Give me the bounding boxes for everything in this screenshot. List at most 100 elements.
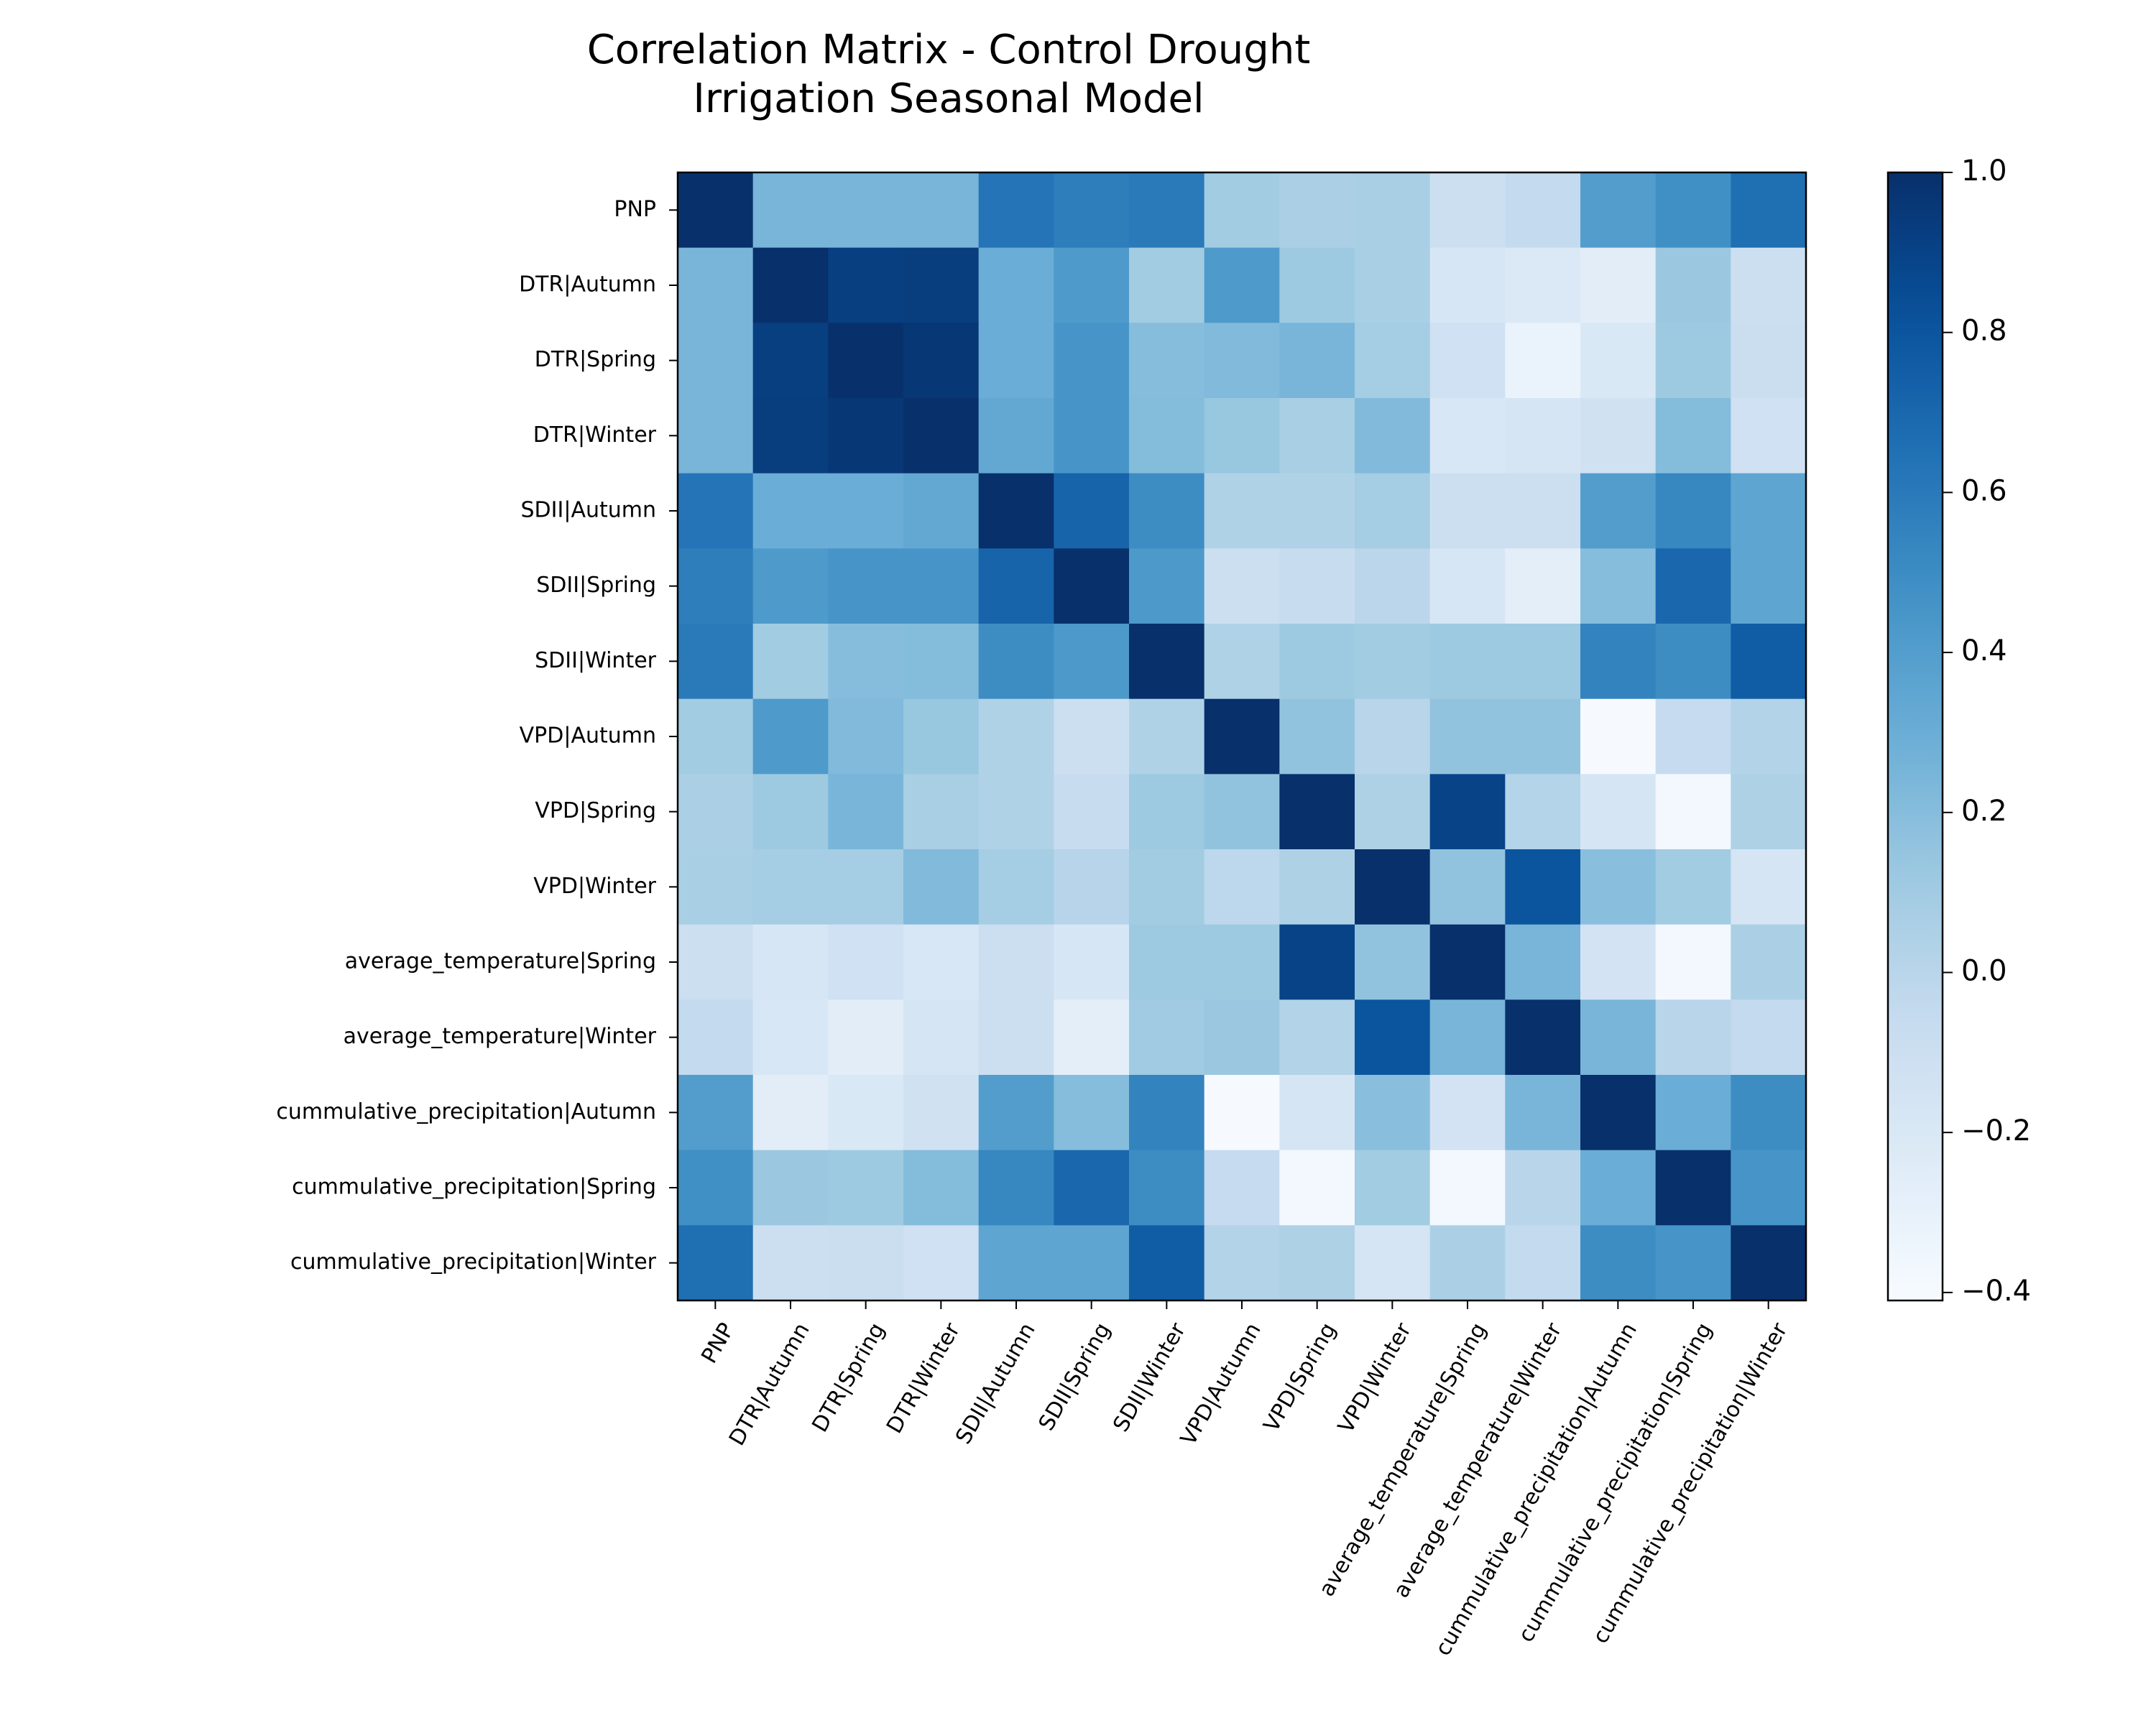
heatmap-cell	[828, 774, 904, 850]
heatmap-cell	[828, 247, 904, 323]
heatmap-cell	[752, 774, 829, 850]
heatmap-cell	[1204, 247, 1280, 323]
heatmap-cell	[678, 473, 754, 549]
heatmap-cell	[1204, 1075, 1280, 1151]
plot-frame	[676, 171, 1807, 1302]
heatmap-cell	[1731, 172, 1807, 249]
heatmap-cell	[978, 1075, 1054, 1151]
heatmap-cell	[1355, 247, 1431, 323]
heatmap-cell	[1429, 849, 1506, 925]
heatmap-cell	[1129, 924, 1205, 1000]
heatmap-cell	[828, 1075, 904, 1151]
heatmap-cell	[978, 698, 1054, 775]
x-tick-label: DTR|Winter	[882, 1318, 965, 1438]
heatmap-cell	[1204, 398, 1280, 474]
heatmap-cell	[1279, 999, 1355, 1076]
heatmap-cell	[903, 698, 980, 775]
heatmap-cell	[978, 247, 1054, 323]
heatmap-cell	[828, 849, 904, 925]
heatmap-cell	[903, 999, 980, 1076]
heatmap-cell	[1355, 473, 1431, 549]
heatmap-cell	[828, 172, 904, 249]
x-tick-label: DTR|Autumn	[724, 1318, 815, 1450]
heatmap-cell	[1429, 473, 1506, 549]
heatmap-cell	[1279, 323, 1355, 399]
y-tick-label: cummulative_precipitation|Autumn	[276, 1099, 656, 1124]
heatmap-cell	[1655, 548, 1731, 624]
heatmap-cell	[1731, 1150, 1807, 1226]
heatmap-cell	[978, 624, 1054, 700]
colorbar-tick-label: 1.0	[1961, 154, 2007, 188]
heatmap-cell	[1505, 624, 1581, 700]
heatmap-cell	[1655, 1225, 1731, 1301]
heatmap-cell	[1279, 774, 1355, 850]
heatmap-cell	[752, 473, 829, 549]
y-tick-label: average_temperature|Winter	[344, 1024, 657, 1049]
heatmap-cell	[752, 172, 829, 249]
heatmap-cell	[1505, 323, 1581, 399]
heatmap-cell	[1429, 548, 1506, 624]
heatmap-cell	[1505, 924, 1581, 1000]
heatmap-cell	[1054, 323, 1130, 399]
heatmap-cell	[903, 1225, 980, 1301]
heatmap-cell	[1580, 624, 1657, 700]
heatmap-cell	[1204, 849, 1280, 925]
heatmap-cell	[1204, 1225, 1280, 1301]
heatmap-cell	[678, 698, 754, 775]
heatmap-cell	[678, 774, 754, 850]
heatmap-cell	[1129, 398, 1205, 474]
heatmap-cell	[1204, 473, 1280, 549]
heatmap-cell	[903, 849, 980, 925]
colorbar-tick-label: −0.4	[1961, 1275, 2031, 1308]
heatmap-cell	[1580, 1150, 1657, 1226]
y-tick-label: DTR|Autumn	[519, 272, 656, 297]
heatmap-cell	[1731, 698, 1807, 775]
colorbar-tick-label: 0.6	[1961, 474, 2007, 507]
heatmap-cell	[1655, 398, 1731, 474]
colorbar-frame	[1886, 171, 1944, 1302]
heatmap-cell	[1355, 1150, 1431, 1226]
heatmap-cell	[1129, 698, 1205, 775]
heatmap-cell	[752, 698, 829, 775]
y-tick-label: VPD|Autumn	[520, 724, 656, 749]
heatmap-cell	[1731, 1075, 1807, 1151]
heatmap-cell	[1054, 1150, 1130, 1226]
heatmap-cell	[1580, 924, 1657, 1000]
y-tick-label: VPD|Spring	[535, 798, 656, 823]
heatmap-cell	[978, 849, 1054, 925]
heatmap-cell	[752, 548, 829, 624]
heatmap-cell	[1429, 172, 1506, 249]
heatmap-cell	[752, 247, 829, 323]
colorbar-tick-label: −0.2	[1961, 1114, 2031, 1147]
heatmap-cell	[978, 548, 1054, 624]
heatmap-cell	[1429, 398, 1506, 474]
heatmap-cell	[903, 172, 980, 249]
heatmap-cell	[1129, 172, 1205, 249]
y-tick-label: PNP	[614, 197, 656, 222]
heatmap-cell	[1129, 624, 1205, 700]
heatmap-cell	[1355, 548, 1431, 624]
heatmap-cell	[1731, 398, 1807, 474]
heatmap-cell	[1129, 1150, 1205, 1226]
colorbar	[1888, 172, 1943, 1300]
heatmap-cell	[1279, 473, 1355, 549]
heatmap-cell	[1279, 1225, 1355, 1301]
heatmap-cell	[1505, 1225, 1581, 1301]
heatmap-cell	[1054, 849, 1130, 925]
heatmap-cell	[978, 398, 1054, 474]
heatmap-cell	[1505, 999, 1581, 1076]
heatmap-cell	[903, 774, 980, 850]
heatmap-cell	[828, 1225, 904, 1301]
heatmap-cell	[1655, 1075, 1731, 1151]
heatmap-cell	[1505, 473, 1581, 549]
heatmap-cell	[1204, 172, 1280, 249]
heatmap-cell	[828, 323, 904, 399]
heatmap-cell	[1054, 698, 1130, 775]
x-tick-label: SDII|Autumn	[951, 1318, 1041, 1449]
heatmap-cell	[1655, 1150, 1731, 1226]
heatmap-cell	[1505, 849, 1581, 925]
heatmap-cell	[752, 398, 829, 474]
heatmap-cell	[678, 624, 754, 700]
heatmap-cell	[1655, 473, 1731, 549]
y-tick-label: cummulative_precipitation|Winter	[290, 1249, 657, 1275]
